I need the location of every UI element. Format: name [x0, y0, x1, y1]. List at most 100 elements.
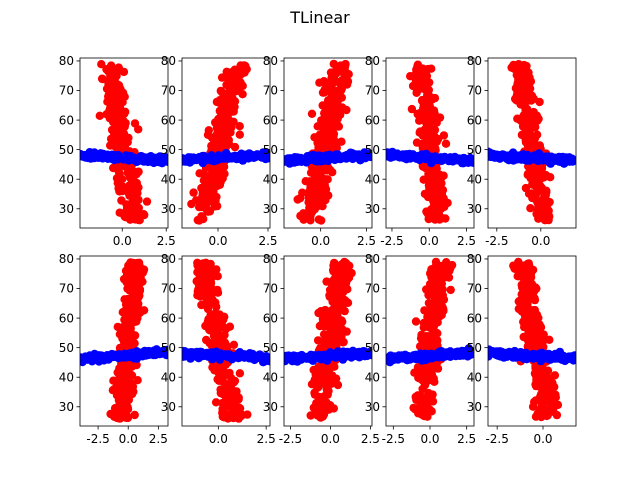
red-point [438, 185, 448, 195]
scatter-points [182, 61, 270, 225]
axes-frame [181, 57, 271, 229]
y-tick-label: 80 [59, 252, 74, 266]
blue-point [104, 351, 113, 361]
red-point [427, 312, 437, 322]
red-point [423, 64, 433, 74]
red-point [109, 376, 118, 385]
blue-point [422, 352, 431, 361]
red-point [412, 88, 421, 98]
red-point [523, 288, 532, 298]
blue-point [251, 152, 260, 161]
red-point [521, 104, 530, 113]
red-point [227, 107, 236, 117]
blue-point [445, 349, 454, 358]
red-point [520, 267, 530, 277]
red-point [125, 173, 135, 182]
blue-point [428, 153, 437, 162]
scatter-points [386, 60, 474, 224]
red-point [527, 279, 537, 289]
red-point [322, 122, 332, 131]
red-point [522, 61, 531, 71]
red-point [309, 190, 318, 200]
red-point [97, 74, 107, 83]
red-point [134, 214, 143, 223]
red-point [432, 168, 441, 178]
red-point [535, 181, 545, 190]
y-tick-label: 60 [59, 113, 74, 127]
red-point [133, 376, 142, 385]
red-point [130, 298, 139, 308]
red-point [203, 130, 213, 139]
x-tick-label: -2.5 [382, 432, 405, 446]
red-point [318, 314, 328, 324]
blue-point [113, 154, 123, 164]
red-point [427, 392, 436, 401]
red-point [424, 96, 433, 105]
y-tick-label: 50 [365, 143, 380, 157]
red-point [513, 60, 523, 70]
red-point [321, 305, 330, 315]
blue-point [497, 151, 506, 160]
y-tick-label: 50 [59, 341, 74, 355]
red-point [95, 111, 105, 121]
red-point [126, 209, 135, 218]
red-point [120, 92, 129, 101]
axes-frame [385, 57, 475, 229]
y-tick-label: 40 [263, 172, 278, 186]
red-point [204, 260, 214, 270]
red-point [119, 274, 129, 284]
blue-point [225, 152, 234, 161]
y-tick-label: 30 [467, 400, 482, 414]
red-point [330, 314, 339, 323]
red-point [412, 70, 422, 79]
y-tick-label: 30 [59, 400, 74, 414]
blue-point [346, 351, 356, 360]
red-point [433, 336, 442, 345]
red-point [419, 78, 428, 87]
red-point [411, 79, 420, 89]
red-point [526, 204, 535, 213]
blue-point [323, 154, 332, 163]
red-point [430, 327, 439, 336]
y-tick-label: 60 [365, 311, 380, 325]
blue-point [143, 157, 153, 167]
red-point [110, 404, 120, 413]
blue-point [136, 155, 145, 164]
x-tick-label: -2.5 [485, 432, 508, 446]
blue-point [393, 354, 402, 363]
red-point [122, 392, 132, 402]
red-point [132, 169, 141, 178]
scatter-points [284, 59, 372, 225]
red-point [219, 315, 228, 324]
red-point [423, 104, 433, 113]
y-tick-label: 40 [263, 370, 278, 384]
y-tick-label: 60 [467, 113, 482, 127]
y-tick-label: 30 [161, 202, 176, 216]
red-point [213, 325, 222, 334]
blue-point [303, 152, 312, 161]
blue-point [337, 350, 346, 359]
red-point [115, 82, 124, 91]
blue-point [80, 152, 87, 161]
red-point [540, 374, 549, 383]
red-point [523, 141, 533, 150]
red-point [111, 68, 120, 78]
scatter-points [488, 59, 576, 225]
red-point [439, 171, 448, 180]
x-tick-label: 2.5 [457, 234, 476, 248]
red-point [130, 265, 140, 275]
x-tick-label: -2.5 [380, 234, 403, 248]
x-tick-label: 2.5 [149, 432, 168, 446]
red-point [317, 216, 326, 225]
red-point [342, 105, 351, 115]
red-point [521, 302, 530, 311]
red-point [119, 406, 128, 416]
y-tick-label: 80 [467, 252, 482, 266]
red-point [117, 376, 127, 385]
red-point [223, 385, 232, 394]
red-point [337, 316, 346, 325]
blue-point [96, 149, 105, 158]
red-point [328, 297, 337, 306]
